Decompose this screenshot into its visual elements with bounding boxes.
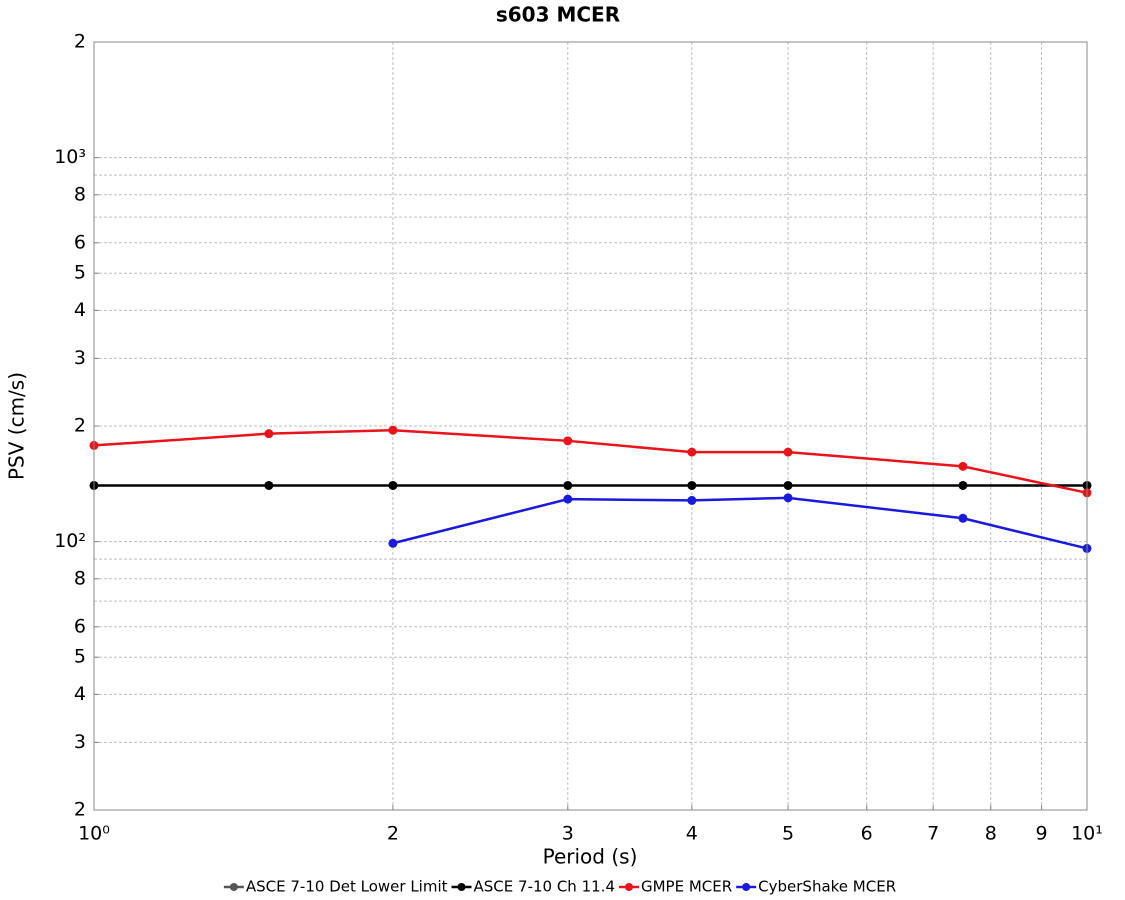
- legend-marker: [742, 883, 751, 891]
- data-point: [958, 461, 968, 471]
- data-point: [687, 447, 697, 457]
- data-point: [388, 538, 398, 548]
- x-tick-label: 2: [387, 823, 399, 845]
- data-point: [958, 513, 968, 523]
- x-tick-label: 8: [985, 823, 997, 845]
- chart-title: s603 MCER: [496, 3, 620, 27]
- y-tick-label: 10²: [54, 530, 86, 552]
- legend-label: GMPE MCER: [641, 878, 732, 896]
- y-tick-label: 4: [74, 683, 86, 705]
- data-point: [687, 495, 697, 505]
- series-line: [93, 428, 1088, 495]
- data-point: [783, 447, 793, 457]
- data-point: [958, 480, 968, 490]
- data-point: [264, 429, 274, 439]
- marks: [89, 425, 1092, 553]
- y-tick-label: 10³: [54, 146, 86, 168]
- legend-label: CyberShake MCER: [758, 878, 896, 896]
- x-tick-label: 9: [1036, 823, 1048, 845]
- legend: ASCE 7-10 Det Lower Limit ASCE 7-10 Ch 11…: [223, 878, 896, 896]
- y-axis-label: PSV (cm/s): [5, 372, 29, 480]
- data-point: [388, 480, 398, 490]
- data-point: [783, 480, 793, 490]
- data-point: [687, 480, 697, 490]
- grid: [94, 42, 1087, 810]
- y-tick-label: 2: [74, 31, 86, 53]
- y-tick-label: 5: [74, 262, 86, 284]
- y-tick-label: 8: [74, 567, 86, 589]
- data-point: [264, 480, 274, 490]
- x-tick-label: 10¹: [1071, 823, 1103, 845]
- data-point: [563, 494, 573, 504]
- y-tick-label: 2: [74, 415, 86, 437]
- x-tick-label: 5: [782, 823, 794, 845]
- legend-label: ASCE 7-10 Det Lower Limit: [246, 878, 448, 896]
- y-tick-label: 6: [74, 231, 86, 253]
- x-tick-label: 10⁰: [78, 823, 110, 845]
- x-tick-label: 3: [562, 823, 574, 845]
- data-point: [388, 425, 398, 435]
- x-tick-label: 7: [927, 823, 939, 845]
- legend-marker: [624, 883, 633, 891]
- y-tick-label: 3: [74, 347, 86, 369]
- legend-item: CyberShake MCER: [736, 878, 896, 896]
- legend-marker: [229, 883, 238, 891]
- legend-item: ASCE 7-10 Det Lower Limit: [223, 878, 448, 896]
- series-line: [392, 496, 1088, 550]
- legend-marker: [457, 883, 466, 891]
- legend-item: ASCE 7-10 Ch 11.4: [451, 878, 615, 896]
- y-tick-label: 3: [74, 731, 86, 753]
- x-tick-label: 4: [686, 823, 698, 845]
- legend-label: ASCE 7-10 Ch 11.4: [474, 878, 615, 896]
- y-tick-label: 8: [74, 183, 86, 205]
- x-axis-label: Period (s): [543, 845, 638, 869]
- y-tick-label: 4: [74, 299, 86, 321]
- data-point: [563, 480, 573, 490]
- y-tick-label: 5: [74, 646, 86, 668]
- x-tick-label: 6: [861, 823, 873, 845]
- legend-item: GMPE MCER: [618, 878, 732, 896]
- y-tick-label: 2: [74, 799, 86, 821]
- y-tick-label: 6: [74, 615, 86, 637]
- data-point: [563, 436, 573, 446]
- data-point: [783, 493, 793, 503]
